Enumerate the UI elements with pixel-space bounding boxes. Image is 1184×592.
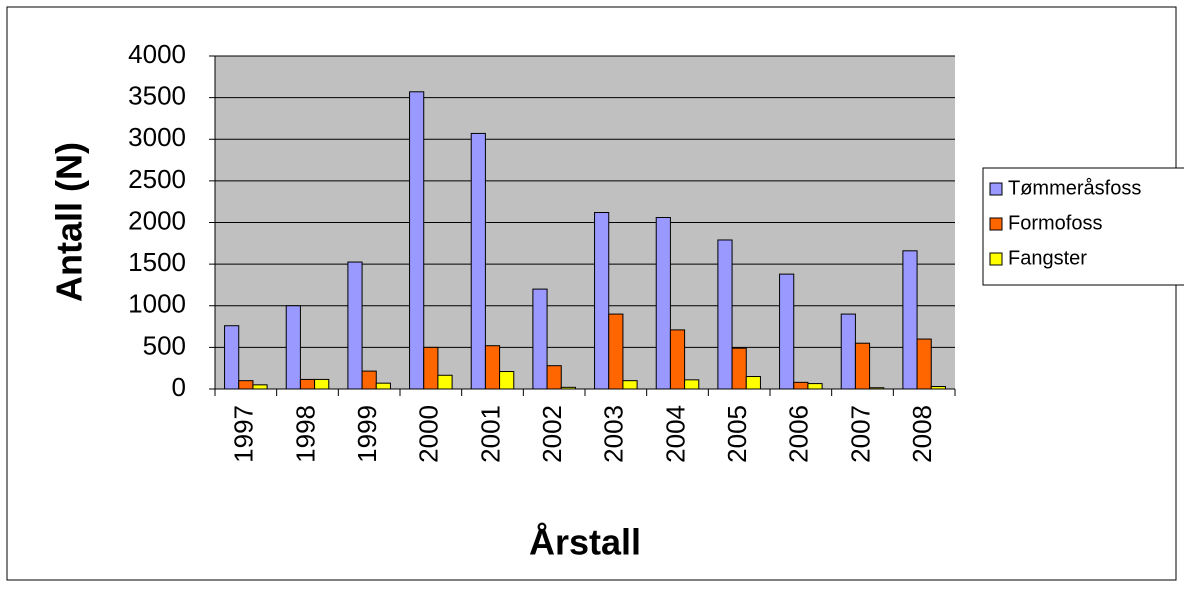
x-tick-label: 2005 — [722, 405, 752, 463]
x-tick-label: 2004 — [660, 405, 690, 463]
bar — [423, 346, 439, 390]
y-tick-label: 500 — [143, 330, 186, 360]
bar — [684, 379, 700, 390]
bar — [731, 347, 747, 390]
bar — [669, 329, 686, 390]
x-tick-label: 2000 — [414, 405, 444, 463]
x-tick-label: 2002 — [537, 405, 567, 463]
legend-swatch — [989, 182, 1003, 196]
bar — [484, 345, 501, 390]
x-tick-label: 2008 — [907, 405, 937, 463]
bar — [916, 338, 932, 390]
bar — [224, 325, 240, 390]
legend-swatch — [989, 252, 1003, 266]
y-tick-label: 3000 — [128, 122, 186, 152]
bar — [499, 371, 515, 390]
bar — [655, 217, 671, 390]
bar — [532, 288, 548, 390]
bar — [560, 386, 576, 390]
x-tick-label: 1998 — [290, 405, 320, 463]
bar — [717, 239, 733, 390]
legend-box — [982, 167, 1184, 286]
y-tick-label: 2500 — [128, 164, 186, 194]
bar — [375, 382, 391, 390]
bar — [361, 370, 377, 390]
bar — [807, 383, 823, 390]
bar — [314, 378, 330, 390]
bar — [285, 305, 301, 390]
bar — [594, 212, 610, 390]
bar — [252, 384, 268, 390]
x-axis-title: Årstall — [529, 522, 641, 563]
bar — [840, 313, 856, 390]
bar — [745, 376, 761, 390]
bar — [299, 378, 316, 390]
legend-swatch — [989, 217, 1003, 231]
bar — [869, 387, 885, 390]
legend-label: Formofoss — [1008, 212, 1102, 234]
x-tick-label: 2003 — [599, 405, 629, 463]
bar — [437, 374, 453, 390]
bar — [622, 380, 638, 390]
bar — [546, 365, 562, 390]
y-axis-title: Antall (N) — [49, 142, 90, 302]
legend-label: Fangster — [1008, 247, 1087, 269]
bar — [409, 91, 425, 390]
legend-label: Tømmeråsfoss — [1008, 177, 1141, 199]
bar — [347, 261, 363, 390]
x-tick-label: 1997 — [229, 405, 259, 463]
y-tick-label: 2000 — [128, 205, 186, 235]
bar — [470, 132, 486, 390]
x-tick-label: 2007 — [845, 405, 875, 463]
bar — [930, 386, 946, 390]
x-tick-label: 2001 — [475, 405, 505, 463]
bar — [793, 381, 809, 390]
y-tick-label: 4000 — [128, 39, 186, 69]
x-tick-label: 2006 — [784, 405, 814, 463]
bar — [238, 380, 254, 390]
bar — [902, 250, 918, 390]
y-tick-label: 1500 — [128, 247, 186, 277]
bar — [854, 342, 871, 390]
y-tick-label: 0 — [172, 372, 186, 402]
y-tick-label: 1000 — [128, 289, 186, 319]
y-tick-label: 3500 — [128, 81, 186, 111]
bar — [779, 273, 795, 390]
x-tick-label: 1999 — [352, 405, 382, 463]
bar — [608, 313, 624, 390]
